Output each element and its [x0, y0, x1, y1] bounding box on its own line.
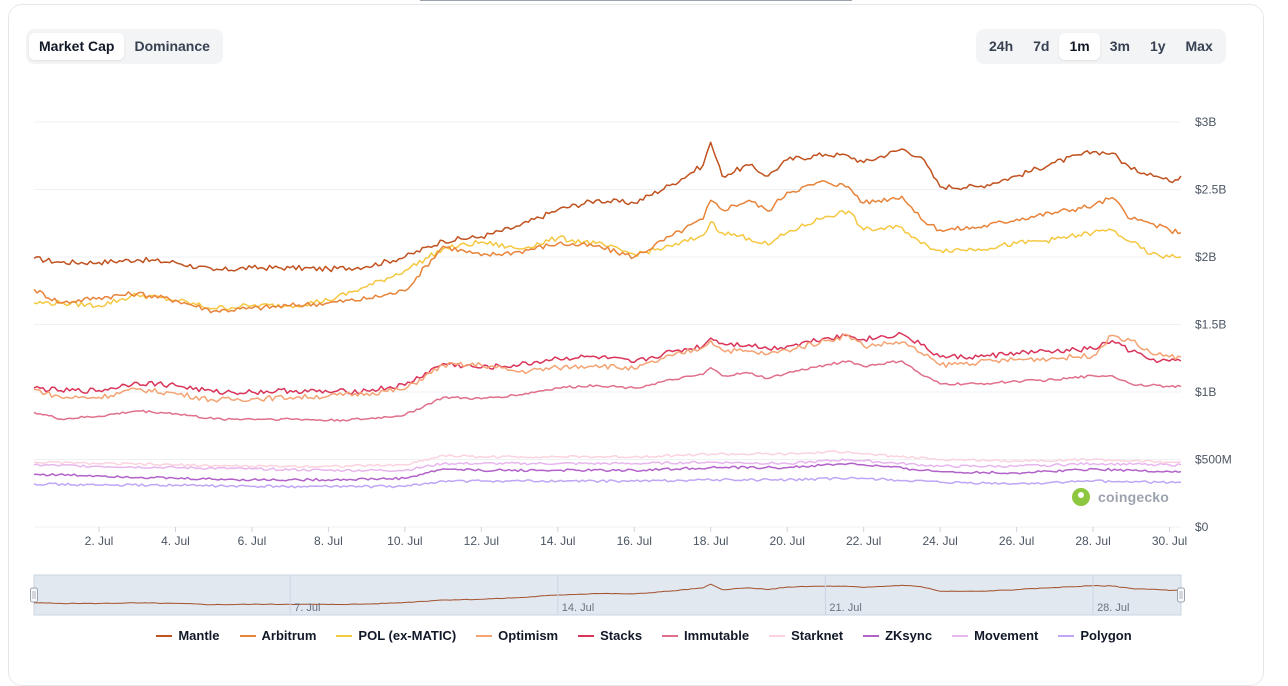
series-line-movement: [33, 458, 1182, 473]
legend: Mantle Arbitrum POL (ex-MATIC) Optimism Stac…: [0, 628, 1288, 643]
legend-item-mantle[interactable]: Mantle: [156, 628, 220, 643]
y-tick-label: $0: [1195, 520, 1209, 534]
x-tick-label: 4. Jul: [161, 534, 190, 548]
x-tick-label: 8. Jul: [314, 534, 343, 548]
legend-item-starknet[interactable]: Starknet: [769, 628, 843, 643]
legend-swatch: [662, 634, 679, 637]
range-24h[interactable]: 24h: [989, 38, 1014, 54]
watermark-text: coingecko: [1098, 489, 1170, 505]
legend-swatch: [476, 634, 493, 637]
legend-swatch: [952, 634, 969, 637]
navigator-label: 7. Jul: [294, 602, 320, 614]
y-tick-label: $3B: [1195, 115, 1216, 129]
legend-label: POL (ex-MATIC): [358, 628, 457, 643]
legend-swatch: [769, 634, 786, 637]
range-7d[interactable]: 7d: [1033, 38, 1050, 54]
series-line-optimism: [33, 333, 1182, 403]
navigator-label: 21. Jul: [829, 602, 861, 614]
legend-item-arbitrum[interactable]: Arbitrum: [239, 628, 317, 643]
legend-swatch: [863, 634, 880, 637]
legend-label: Stacks: [600, 628, 643, 643]
x-tick-label: 20. Jul: [770, 534, 805, 548]
legend-label: Polygon: [1080, 628, 1132, 643]
x-tick-label: 24. Jul: [922, 534, 957, 548]
navigator-window: [33, 574, 1182, 616]
legend-label: Immutable: [684, 628, 750, 643]
navigator-label: 14. Jul: [562, 602, 594, 614]
range-1y[interactable]: 1y: [1149, 38, 1166, 54]
range-max[interactable]: Max: [1185, 38, 1213, 54]
legend-swatch: [336, 634, 353, 637]
navigator-right-handle[interactable]: [1177, 587, 1185, 603]
series-line-stacks: [33, 331, 1182, 396]
series-line-arbitrum: [33, 179, 1182, 314]
series-line-immutable: [33, 360, 1182, 422]
x-tick-label: 6. Jul: [238, 534, 267, 548]
y-tick-label: $1B: [1195, 385, 1216, 399]
x-tick-label: 22. Jul: [846, 534, 881, 548]
range-3m[interactable]: 3m: [1109, 38, 1130, 54]
x-tick-label: 26. Jul: [999, 534, 1034, 548]
legend-item-zksync[interactable]: ZKsync: [863, 628, 932, 643]
y-tick-label: $2.5B: [1195, 183, 1226, 197]
series-line-zksync: [33, 462, 1182, 482]
series-line-polygon: [33, 476, 1182, 489]
y-tick-label: $500M: [1195, 453, 1232, 467]
legend-swatch: [1058, 634, 1075, 637]
x-tick-label: 18. Jul: [693, 534, 728, 548]
metric-toggle: Market Cap Dominance: [26, 29, 223, 64]
x-tick-label: 12. Jul: [464, 534, 499, 548]
coingecko-logo-icon: [1072, 488, 1090, 506]
x-tick-label: 14. Jul: [540, 534, 575, 548]
x-tick-label: 28. Jul: [1075, 534, 1110, 548]
navigator-label: 28. Jul: [1097, 602, 1129, 614]
range-toggle: 24h 7d 1m 3m 1y Max: [976, 29, 1226, 64]
x-tick-label: 10. Jul: [387, 534, 422, 548]
coingecko-watermark: coingecko: [1072, 488, 1169, 506]
tab-market-cap[interactable]: Market Cap: [29, 33, 125, 60]
series-line-pol-ex-matic-: [33, 210, 1182, 311]
legend-label: Optimism: [498, 628, 559, 643]
legend-swatch: [156, 634, 173, 637]
legend-item-stacks[interactable]: Stacks: [578, 628, 642, 643]
chart-card: [8, 4, 1264, 686]
legend-item-polygon[interactable]: Polygon: [1058, 628, 1132, 643]
legend-label: ZKsync: [885, 628, 933, 643]
x-tick-label: 2. Jul: [85, 534, 114, 548]
y-tick-label: $2B: [1195, 250, 1216, 264]
legend-item-optimism[interactable]: Optimism: [476, 628, 558, 643]
series-line-starknet: [33, 450, 1182, 469]
legend-swatch: [239, 634, 256, 637]
x-tick-label: 16. Jul: [617, 534, 652, 548]
legend-label: Starknet: [791, 628, 844, 643]
navigator-left-handle[interactable]: [30, 587, 38, 603]
series-line-mantle: [33, 141, 1182, 273]
top-divider: [420, 0, 852, 1]
legend-swatch: [578, 634, 595, 637]
legend-item-pol-ex-matic-[interactable]: POL (ex-MATIC): [336, 628, 456, 643]
legend-label: Movement: [974, 628, 1039, 643]
range-1m[interactable]: 1m: [1059, 33, 1100, 60]
legend-label: Mantle: [178, 628, 220, 643]
legend-item-movement[interactable]: Movement: [952, 628, 1038, 643]
y-tick-label: $1.5B: [1195, 318, 1226, 332]
navigator-series-line: [33, 583, 1182, 606]
legend-item-immutable[interactable]: Immutable: [662, 628, 749, 643]
tab-dominance[interactable]: Dominance: [134, 38, 210, 54]
legend-label: Arbitrum: [261, 628, 317, 643]
x-tick-label: 30. Jul: [1152, 534, 1187, 548]
